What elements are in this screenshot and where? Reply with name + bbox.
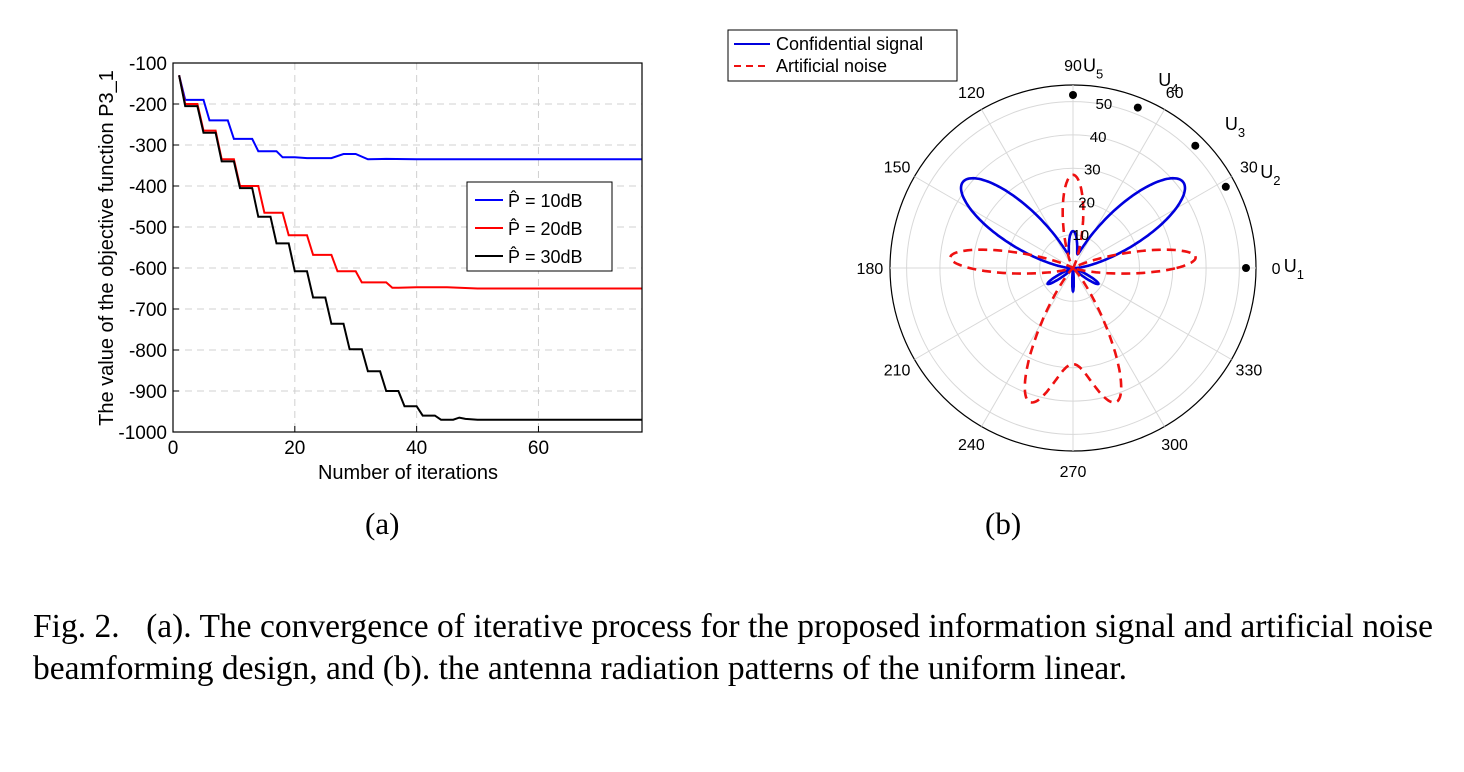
figure-canvas: 0 20 40 60 -100 -200 -300 -400 -500 -600 -700 -800 -…	[96, 29, 1304, 484]
angle-spoke	[1072, 176, 1232, 269]
legend-entry: Artificial noise	[776, 56, 887, 76]
x-tick-label: 40	[406, 438, 427, 459]
angle-tick-label: 330	[1236, 363, 1263, 380]
y-axis-label: The value of the objective function P3_1	[96, 70, 118, 426]
pattern-curves	[949, 173, 1197, 404]
user-marker-label: U3	[1225, 114, 1245, 140]
user-marker-dot	[1133, 103, 1142, 112]
polar-tick-labels: 0 30 60 90 120 150 180 210 240 270 300 330 10 20 30 40 5…	[857, 58, 1281, 481]
y-tick-label: -700	[129, 300, 167, 321]
y-tick-label: -900	[129, 382, 167, 403]
user-marker-label: U1	[1284, 256, 1304, 282]
series-lines	[178, 75, 642, 421]
figure-caption: Fig. 2. (a). The convergence of iterativ…	[33, 606, 1433, 690]
angle-spoke	[1072, 109, 1165, 269]
caption-lead: Fig. 2.	[33, 608, 120, 645]
y-tick-label: -500	[129, 218, 167, 239]
legend-entry: Confidential signal	[776, 34, 923, 54]
angle-tick-label: 270	[1060, 464, 1087, 481]
y-tick-label: -100	[129, 54, 167, 75]
legend: P̂ = 10dB P̂ = 20dB P̂ = 30dB	[466, 181, 613, 272]
angle-tick-label: 180	[857, 261, 884, 278]
user-marker-dot	[1242, 264, 1250, 272]
panel-label-b: (b)	[985, 506, 1022, 541]
angle-tick-label: 60	[1166, 85, 1184, 102]
axis-ticks: 0 20 40 60 -100 -200 -300 -400 -500 -600 -700 -800 -…	[118, 54, 549, 459]
x-tick-label: 60	[528, 438, 549, 459]
user-marker-label: U4	[1158, 70, 1178, 96]
angle-spoke	[1072, 267, 1165, 427]
angle-spoke	[914, 176, 1074, 269]
convergence-line-chart: 0 20 40 60 -100 -200 -300 -400 -500 -600 -700 -800 -…	[96, 54, 643, 484]
angle-tick-label: 0	[1272, 261, 1281, 278]
angle-tick-label: 150	[884, 159, 911, 176]
series-line-3	[178, 75, 642, 421]
user-marker-label: U5	[1083, 55, 1103, 81]
angle-tick-label: 300	[1161, 437, 1188, 454]
radial-tick-label: 40	[1090, 129, 1107, 146]
angle-tick-label: 240	[958, 437, 985, 454]
legend-entry: P̂ = 30dB	[508, 246, 583, 267]
radial-tick-label: 10	[1072, 227, 1089, 244]
panel-label-a: (a)	[365, 506, 400, 541]
x-tick-label: 0	[168, 438, 179, 459]
angle-tick-label: 30	[1240, 159, 1258, 176]
angle-spoke	[981, 109, 1074, 269]
legend-entry: P̂ = 20dB	[508, 218, 583, 239]
y-tick-label: -600	[129, 259, 167, 280]
y-tick-label: -400	[129, 177, 167, 198]
x-axis-label: Number of iterations	[318, 462, 498, 484]
user-marker-dot	[1221, 182, 1230, 191]
y-tick-label: -1000	[118, 423, 167, 444]
angle-spoke	[981, 267, 1074, 427]
user-marker-label: U2	[1260, 162, 1280, 188]
radial-tick-label: 30	[1084, 162, 1101, 179]
y-tick-label: -200	[129, 95, 167, 116]
user-marker-dot	[1191, 141, 1200, 150]
angle-tick-label: 120	[958, 85, 985, 102]
y-tick-label: -800	[129, 341, 167, 362]
caption-text: (a). The convergence of iterative proces…	[33, 608, 1433, 687]
radiation-polar-chart: 0 30 60 90 120 150 180 210 240 270 300 330 10 20 30 40 5…	[727, 29, 1304, 481]
plot-frame	[172, 62, 643, 433]
user-markers: U1 U2 U3 U4 U5	[1069, 55, 1304, 282]
y-tick-label: -300	[129, 136, 167, 157]
x-tick-label: 20	[284, 438, 305, 459]
legend-entry: P̂ = 10dB	[508, 190, 583, 211]
radial-tick-label: 50	[1096, 96, 1113, 113]
radial-tick-label: 20	[1078, 195, 1095, 212]
user-marker-dot	[1069, 91, 1077, 99]
series-line-1	[178, 75, 642, 161]
angle-tick-label: 210	[884, 363, 911, 380]
angle-tick-label: 90	[1064, 58, 1082, 75]
grid-lines	[173, 63, 642, 432]
